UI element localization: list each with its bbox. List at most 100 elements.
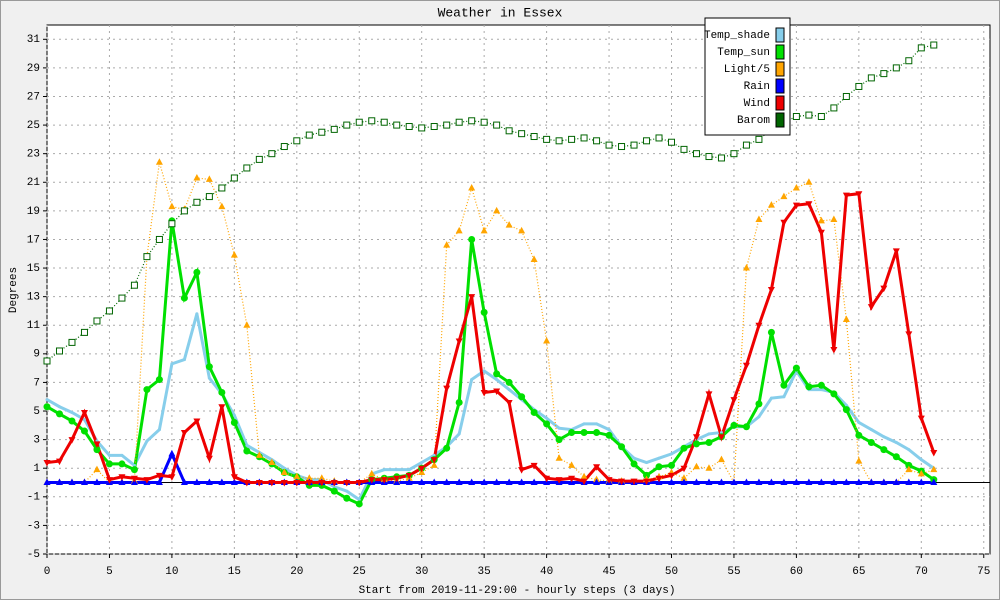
point — [917, 415, 925, 423]
point — [742, 362, 750, 370]
point — [280, 143, 288, 151]
point — [730, 478, 738, 486]
point — [255, 480, 263, 487]
chart-title: Weather in Essex — [438, 5, 563, 20]
point — [68, 437, 76, 444]
y-tick-label: 21 — [27, 177, 41, 189]
point — [318, 474, 326, 481]
point — [155, 158, 163, 165]
point — [892, 478, 900, 486]
legend-swatch — [775, 112, 785, 128]
point — [55, 347, 63, 355]
y-tick-label: 5 — [33, 406, 40, 418]
point — [205, 363, 213, 371]
point — [555, 477, 563, 484]
point — [842, 92, 850, 100]
point — [430, 461, 438, 468]
point — [530, 478, 538, 486]
series — [43, 41, 938, 508]
point — [145, 439, 149, 443]
point — [418, 478, 426, 486]
point — [380, 118, 388, 126]
point — [205, 193, 213, 201]
point — [842, 478, 850, 486]
x-axis-label: Start from 2019-11-29:00 - hourly steps … — [359, 585, 676, 597]
point — [305, 480, 313, 487]
point — [443, 478, 451, 486]
point — [705, 464, 713, 471]
point — [819, 388, 823, 392]
point — [168, 202, 176, 210]
point — [580, 134, 588, 142]
point — [593, 428, 601, 436]
point — [817, 113, 825, 121]
point — [443, 444, 451, 452]
point — [930, 465, 938, 473]
point — [593, 137, 601, 145]
legend-label: Barom — [737, 115, 770, 127]
point — [482, 369, 486, 373]
point — [107, 453, 111, 457]
point — [792, 202, 800, 210]
point — [268, 150, 276, 158]
point — [905, 465, 913, 473]
series-line — [47, 162, 934, 485]
point — [730, 421, 738, 429]
point — [742, 423, 750, 431]
point — [480, 308, 488, 316]
point — [630, 460, 638, 468]
legend-swatch — [775, 44, 785, 60]
point — [282, 466, 286, 470]
point — [643, 478, 651, 486]
point — [368, 469, 376, 477]
point — [357, 498, 361, 502]
point — [493, 206, 501, 214]
point — [805, 178, 813, 185]
point — [43, 403, 51, 411]
point — [293, 137, 301, 145]
x-tick-label: 70 — [915, 566, 928, 578]
point — [805, 383, 813, 391]
point — [757, 415, 761, 419]
point — [405, 478, 413, 486]
point — [582, 422, 586, 426]
point — [707, 432, 711, 436]
point — [268, 458, 276, 465]
point — [805, 111, 813, 119]
point — [143, 253, 151, 261]
point — [530, 408, 538, 416]
point — [255, 155, 263, 163]
point — [742, 141, 750, 149]
y-tick-label: -5 — [27, 549, 40, 561]
point — [68, 417, 76, 425]
point — [493, 370, 501, 378]
point — [143, 477, 151, 484]
point — [468, 117, 476, 125]
point — [130, 475, 138, 483]
point — [380, 477, 388, 484]
point — [355, 500, 363, 508]
point — [230, 251, 238, 258]
point — [830, 478, 838, 486]
point — [418, 465, 426, 473]
point — [193, 173, 201, 181]
point — [692, 434, 700, 441]
point — [568, 428, 576, 436]
point — [867, 74, 875, 82]
point — [343, 121, 351, 129]
point — [632, 456, 636, 460]
point — [68, 478, 76, 486]
point — [80, 478, 88, 486]
point — [618, 478, 626, 486]
y-tick-label: 1 — [33, 463, 40, 475]
point — [505, 127, 513, 135]
point — [580, 472, 588, 480]
point — [568, 475, 576, 483]
point — [118, 474, 126, 481]
point — [93, 478, 101, 486]
y-tick-label: 29 — [27, 63, 40, 75]
point — [330, 487, 338, 495]
point — [393, 475, 401, 483]
point — [780, 192, 788, 200]
point — [705, 153, 713, 161]
